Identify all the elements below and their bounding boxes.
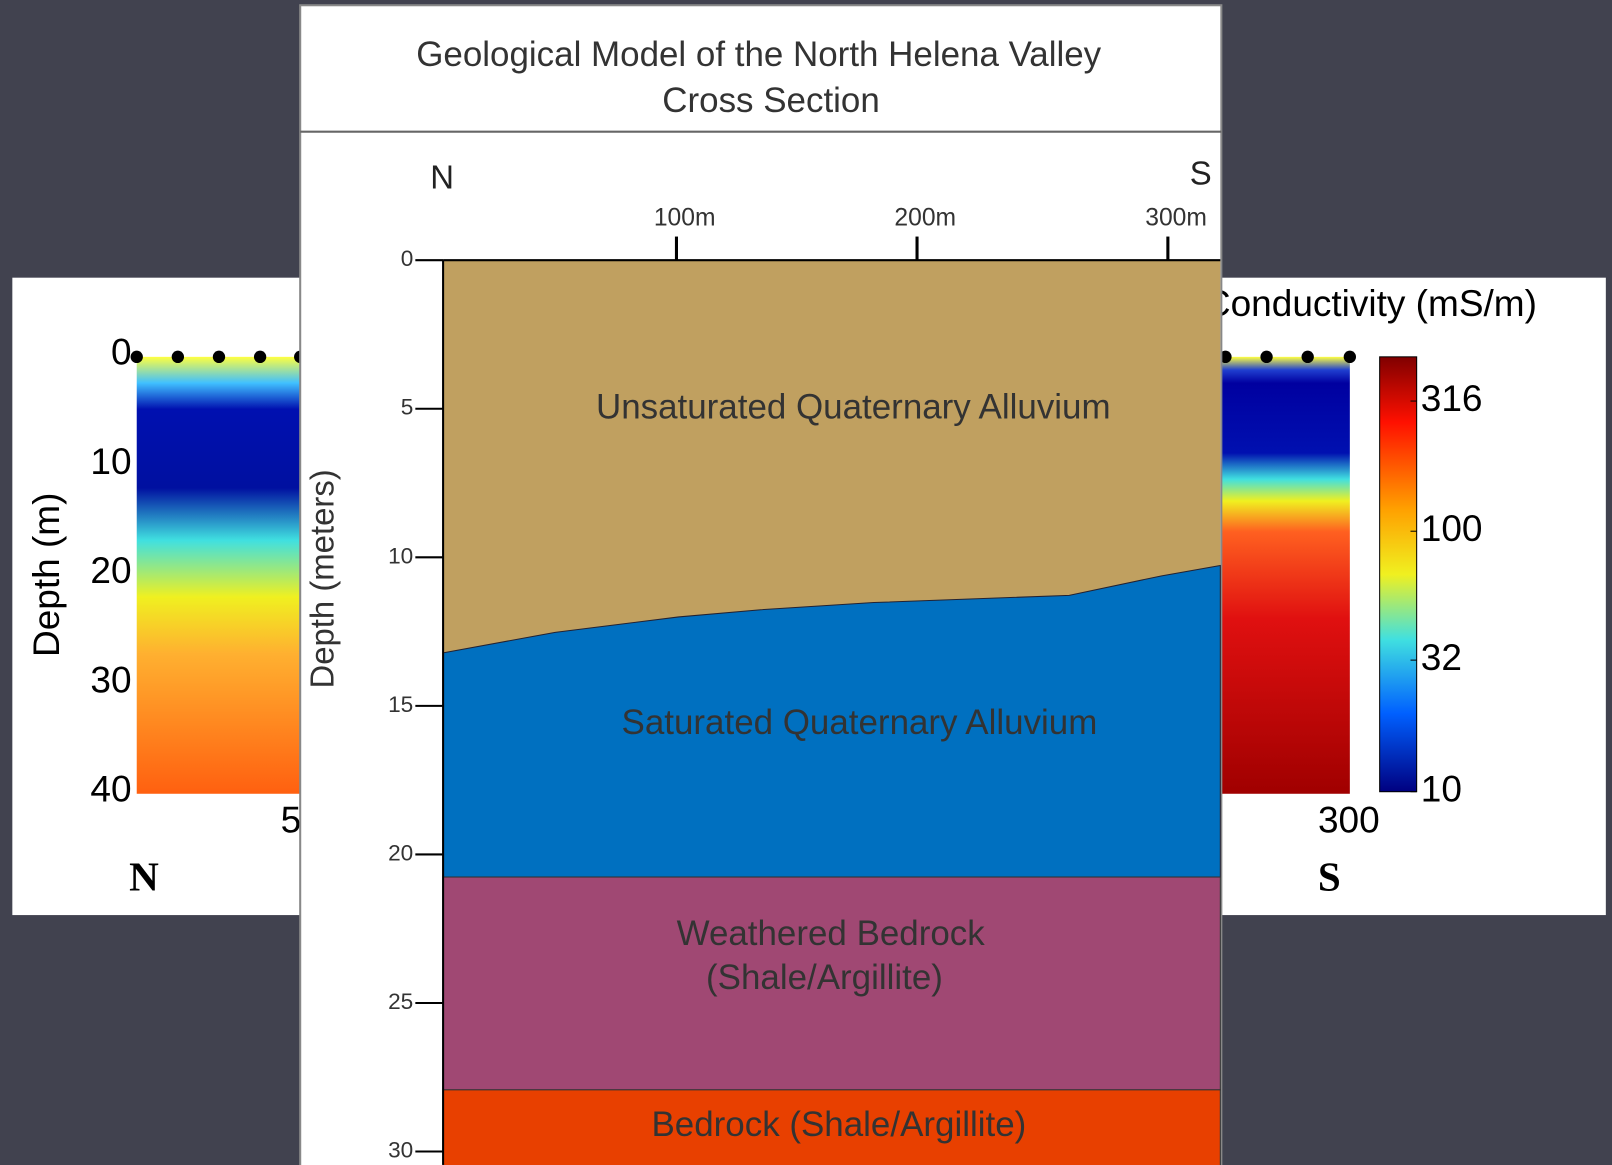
direction-label: S — [1190, 155, 1212, 192]
y-tick-label: 40 — [90, 767, 131, 809]
colorbar-tick-label: 100 — [1421, 507, 1483, 549]
x-tick-label: 200m — [894, 205, 956, 232]
y-tick-label: 30 — [90, 658, 131, 700]
colorbar-title: Conductivity (mS/m) — [1204, 282, 1537, 324]
direction-label: N — [129, 854, 159, 900]
center-panel: Geological Model of the North Helena Val… — [300, 5, 1221, 1165]
y-tick-label: 10 — [388, 543, 413, 568]
y-tick-label: 25 — [388, 989, 413, 1014]
colorbar-tick-label: 10 — [1421, 767, 1462, 809]
layer-label: Bedrock (Shale/Argillite) — [652, 1105, 1027, 1144]
title: Geological Model of the North Helena Val… — [416, 35, 1101, 74]
x-tick-label: 300m — [1145, 205, 1207, 232]
layer-label: Unsaturated Quaternary Alluvium — [596, 388, 1111, 427]
y-tick-label: 20 — [388, 840, 413, 865]
y-axis-label: Depth (m) — [25, 493, 67, 657]
conductivity-image — [137, 357, 301, 794]
left-panel: Depth (m) 0 10 20 30 40 5 N — [12, 278, 310, 915]
direction-label: S — [1318, 854, 1341, 900]
title: Cross Section — [662, 81, 879, 120]
x-tick-label: 5 — [281, 798, 302, 840]
y-tick-label: 10 — [90, 440, 131, 482]
y-tick-label: 15 — [388, 692, 413, 717]
y-tick-label: 30 — [388, 1138, 413, 1163]
y-tick-label: 20 — [90, 549, 131, 591]
layer-label: (Shale/Argillite) — [706, 958, 943, 997]
colorbar-tick-label: 316 — [1421, 377, 1483, 419]
right-panel: Conductivity (mS/m) 316 100 32 10 300 S — [1204, 278, 1606, 915]
page: Depth (m) 0 10 20 30 40 5 N Conductivity (mS… — [0, 0, 1612, 1165]
y-tick-label: 5 — [401, 395, 414, 420]
slide: Depth (m) 0 10 20 30 40 5 N Conductivity (mS… — [0, 0, 1612, 1165]
direction-label: N — [430, 159, 454, 196]
y-tick-label: 0 — [111, 331, 132, 373]
colorbar — [1380, 357, 1417, 792]
layer-label: Saturated Quaternary Alluvium — [622, 703, 1098, 742]
x-tick-label: 100m — [654, 205, 716, 232]
colorbar-tick-label: 32 — [1421, 636, 1462, 678]
layer-label: Weathered Bedrock — [677, 914, 986, 953]
conductivity-image — [1221, 357, 1350, 794]
x-tick-label: 300 — [1318, 798, 1380, 840]
y-axis-label: Depth (meters) — [304, 469, 341, 688]
y-tick-label: 0 — [401, 246, 414, 271]
